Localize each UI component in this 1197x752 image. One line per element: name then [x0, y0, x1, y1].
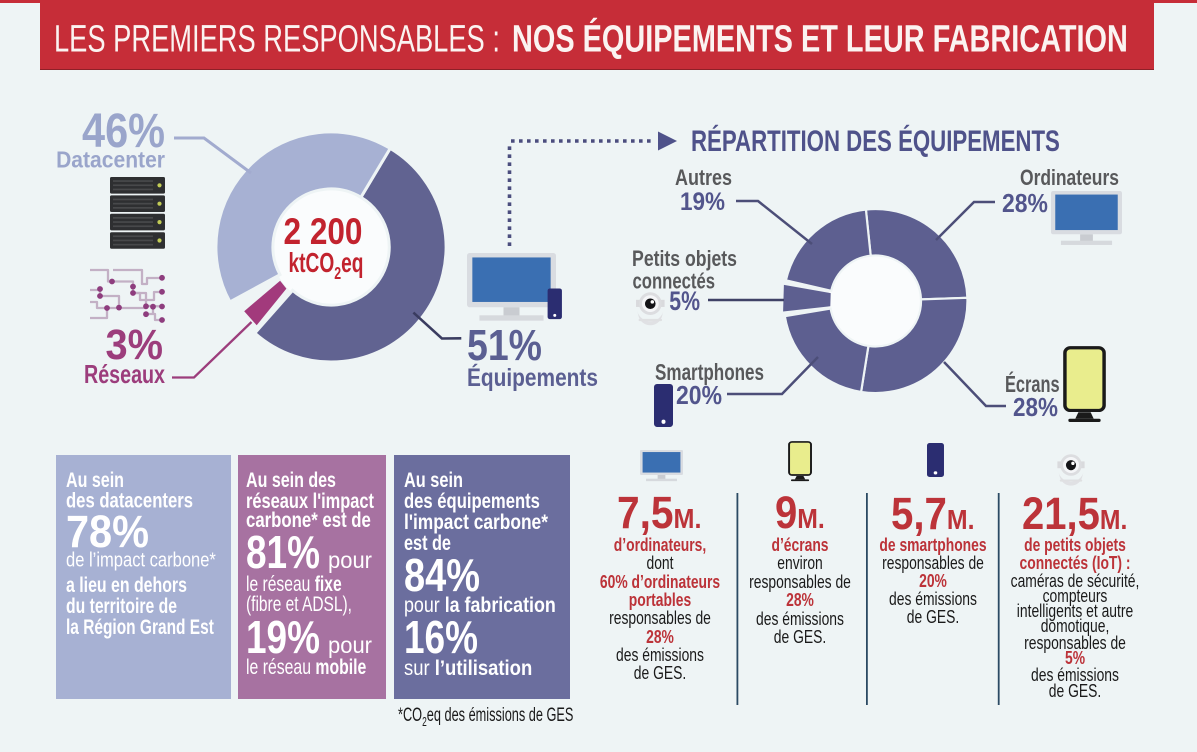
svg-text:20%: 20% — [919, 571, 947, 591]
svg-text:des émissions: des émissions — [1031, 665, 1119, 685]
svg-text:domotique,: domotique, — [1041, 616, 1110, 636]
svg-text:la Région Grand Est: la Région Grand Est — [66, 614, 214, 638]
svg-text:ktCO2eq: ktCO2eq — [289, 247, 364, 283]
svg-text:de GES.: de GES. — [634, 663, 686, 683]
svg-text:responsables de: responsables de — [1024, 633, 1126, 653]
svg-text:intelligents et autre: intelligents et autre — [1017, 601, 1133, 621]
svg-text:3%: 3% — [106, 321, 163, 369]
svg-text:caméras de sécurité,: caméras de sécurité, — [1011, 571, 1140, 591]
svg-text:du territoire de: du territoire de — [66, 594, 177, 618]
svg-text:d’écrans: d’écrans — [771, 535, 828, 555]
svg-text:28%: 28% — [646, 627, 674, 647]
svg-text:portables: portables — [629, 590, 691, 610]
svg-text:de l’impact carbone*: de l’impact carbone* — [66, 548, 216, 571]
svg-text:de GES.: de GES. — [1049, 681, 1101, 701]
svg-text:Ordinateurs: Ordinateurs — [1020, 166, 1119, 191]
svg-text:carbone* est de: carbone* est de — [246, 509, 371, 532]
svg-text:Au sein: Au sein — [66, 469, 124, 493]
svg-text:84%: 84% — [404, 550, 480, 601]
svg-text:NOS ÉQUIPEMENTS ET LEUR FABRIC: NOS ÉQUIPEMENTS ET LEUR FABRICATION — [512, 18, 1128, 61]
svg-text:pour la fabrication: pour la fabrication — [404, 594, 556, 618]
svg-text:réseaux l'impact: réseaux l'impact — [246, 490, 375, 514]
svg-text:*CO2eq des émissions de GES: *CO2eq des émissions de GES — [398, 705, 574, 730]
svg-text:Datacenter: Datacenter — [56, 147, 165, 173]
svg-text:60% d’ordinateurs: 60% d’ordinateurs — [600, 572, 720, 592]
svg-text:a lieu en dehors: a lieu en dehors — [66, 574, 187, 598]
svg-text:Autres: Autres — [675, 166, 732, 190]
svg-text:5%: 5% — [669, 287, 700, 317]
svg-text:compteurs: compteurs — [1043, 586, 1108, 606]
svg-text:de smartphones: de smartphones — [879, 535, 986, 555]
svg-text:sur l’utilisation: sur l’utilisation — [404, 657, 532, 681]
svg-text:5%: 5% — [1065, 648, 1085, 668]
svg-text:est de: est de — [404, 532, 451, 556]
svg-text:Smartphones: Smartphones — [655, 361, 764, 386]
svg-text:16%: 16% — [404, 611, 478, 663]
svg-text:19%: 19% — [680, 189, 725, 216]
svg-text:de GES.: de GES. — [907, 607, 959, 627]
svg-text:LES PREMIERS RESPONSABLES :: LES PREMIERS RESPONSABLES : — [54, 18, 500, 60]
svg-text:d’ordinateurs,: d’ordinateurs, — [614, 535, 706, 555]
svg-text:28%: 28% — [786, 590, 814, 610]
svg-text:46%: 46% — [82, 103, 165, 158]
svg-text:responsables de: responsables de — [609, 608, 711, 628]
svg-text:Petits objets: Petits objets — [632, 247, 737, 271]
svg-text:environ: environ — [777, 553, 822, 573]
svg-text:des datacenters: des datacenters — [66, 490, 193, 513]
svg-text:des émissions: des émissions — [889, 589, 977, 609]
svg-text:de GES.: de GES. — [774, 627, 826, 647]
svg-text:21,5M.: 21,5M. — [1022, 489, 1127, 540]
svg-text:Au sein des: Au sein des — [246, 469, 336, 493]
svg-text:2 200: 2 200 — [284, 212, 363, 253]
svg-text:Écrans: Écrans — [1005, 371, 1060, 397]
svg-text:connectés (IoT) :: connectés (IoT) : — [1020, 553, 1131, 573]
svg-text:(fibre et ADSL),: (fibre et ADSL), — [246, 592, 352, 616]
svg-text:78%: 78% — [66, 506, 149, 557]
svg-text:l'impact carbone*: l'impact carbone* — [404, 510, 548, 534]
svg-text:Réseaux: Réseaux — [84, 359, 165, 388]
svg-text:pour: pour — [328, 546, 372, 573]
svg-text:le réseau fixe: le réseau fixe — [246, 572, 342, 596]
svg-text:des équipements: des équipements — [404, 490, 540, 513]
svg-text:de petits objets: de petits objets — [1024, 535, 1126, 555]
svg-text:7,5M.: 7,5M. — [617, 488, 702, 538]
svg-text:28%: 28% — [1013, 394, 1058, 423]
svg-text:9M.: 9M. — [775, 488, 825, 539]
svg-text:Au sein: Au sein — [404, 469, 463, 493]
svg-text:19%: 19% — [246, 611, 320, 663]
svg-text:RÉPARTITION DES ÉQUIPEMENTS: RÉPARTITION DES ÉQUIPEMENTS — [691, 124, 1060, 158]
svg-text:des émissions: des émissions — [756, 609, 844, 629]
svg-text:le réseau mobile: le réseau mobile — [246, 655, 366, 679]
svg-text:responsables de: responsables de — [749, 572, 851, 592]
svg-text:responsables de: responsables de — [882, 553, 984, 573]
svg-text:28%: 28% — [1002, 190, 1048, 219]
svg-text:connectés: connectés — [633, 269, 716, 294]
svg-text:81%: 81% — [246, 526, 320, 578]
svg-text:5,7M.: 5,7M. — [891, 489, 975, 540]
svg-text:dont: dont — [647, 553, 674, 573]
svg-text:Équipements: Équipements — [467, 363, 598, 391]
svg-text:pour: pour — [328, 631, 372, 658]
svg-text:51%: 51% — [467, 320, 542, 370]
svg-text:des émissions: des émissions — [616, 645, 704, 665]
svg-text:20%: 20% — [676, 382, 722, 411]
